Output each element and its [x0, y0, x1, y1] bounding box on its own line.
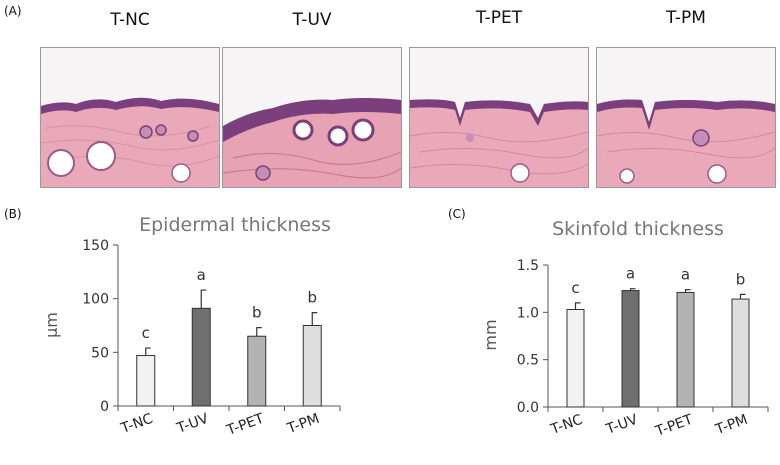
x-tick-label: T-PM [713, 412, 750, 439]
panel-label-b: (B) [4, 207, 22, 221]
significance-letter: b [736, 270, 746, 288]
y-tick-label: 150 [82, 238, 109, 254]
bars: c a b b [136, 266, 322, 407]
micrograph-title-t-nc: T-NC [110, 10, 150, 30]
micrograph-title-t-uv: T-UV [292, 10, 332, 30]
x-tick-label: T-PET [653, 412, 696, 441]
significance-letter: a [626, 265, 635, 283]
x-tick-label: T-UV [174, 411, 211, 438]
bar-t-nc [566, 308, 585, 408]
bar-t-uv [191, 307, 211, 407]
significance-letter: c [571, 279, 579, 297]
bar-t-pet [247, 335, 267, 407]
error-bar [311, 312, 318, 326]
y-tick-label: 50 [91, 345, 109, 361]
axes: 0.0 0.5 1.0 1.5 T-NC T-UV T-PET T-PM [517, 258, 769, 441]
y-axis-label: mm [481, 319, 500, 350]
x-tick-label: T-PM [284, 411, 321, 438]
bar-t-pet [676, 291, 695, 408]
significance-letter: b [307, 289, 317, 307]
bar-t-uv [621, 290, 640, 408]
bars: ca a b [566, 265, 750, 408]
x-tick-label: T-PET [224, 411, 267, 440]
error-bar [574, 302, 581, 310]
x-tick-label: T-UV [603, 412, 640, 439]
significance-letter: a [681, 266, 690, 284]
error-bar [200, 289, 207, 309]
bar-t-nc [136, 355, 156, 407]
x-tick-label: T-NC [548, 412, 585, 439]
chart-title: Epidermal thickness [139, 214, 331, 236]
error-bar [145, 347, 151, 356]
y-tick-label: 0.5 [517, 353, 539, 369]
y-tick-label: 1.5 [517, 258, 539, 274]
epidermal-thickness-chart: Epidermal thickness μm 0 50 100 150 T-NC T-UV… [42, 214, 341, 440]
micrograph-title-t-pet: T-PET [475, 8, 523, 28]
micrograph-t-uv [222, 47, 402, 188]
micrograph-t-pm [596, 47, 776, 188]
y-tick-label: 1.0 [517, 305, 539, 321]
error-bar [739, 293, 746, 300]
axes: 0 50 100 150 T-NC T-UV T-PET T-PM [82, 238, 341, 440]
significance-letter: a [197, 266, 206, 284]
bar-t-pm [302, 325, 322, 407]
y-tick-label: 0 [100, 399, 109, 415]
panel-label-a: (A) [4, 4, 22, 18]
panel-label-c: (C) [448, 207, 466, 221]
error-bar [629, 288, 636, 291]
chart-title: Skinfold thickness [552, 218, 724, 240]
error-bar [256, 327, 262, 337]
skinfold-thickness-chart: Skinfold thickness mm 0.0 0.5 1.0 1.5 T-NC T-… [481, 218, 769, 441]
micrograph-t-pet [409, 47, 589, 188]
y-axis-label: μm [42, 312, 61, 338]
micrograph-title-t-pm: T-PM [666, 8, 706, 28]
significance-letter: c [142, 324, 150, 342]
bar-t-pm [731, 298, 750, 408]
y-tick-label: 100 [82, 292, 109, 308]
micrograph-t-nc [40, 47, 220, 188]
y-tick-label: 0.0 [517, 400, 539, 416]
significance-letter: b [252, 304, 262, 322]
error-bar [684, 289, 691, 293]
x-tick-label: T-NC [118, 411, 155, 438]
